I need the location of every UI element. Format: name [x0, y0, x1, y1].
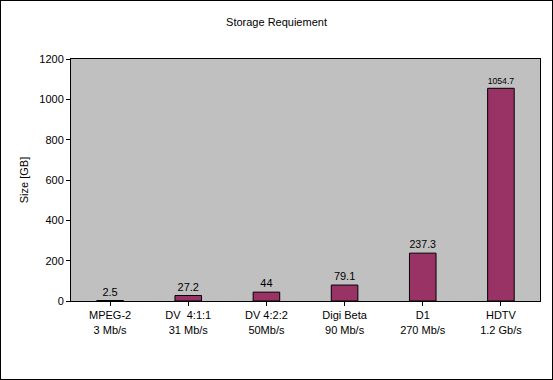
svg-text:44: 44	[260, 277, 272, 289]
svg-text:800: 800	[45, 134, 63, 146]
svg-text:HDTV1.2 Gb/s: HDTV1.2 Gb/s	[480, 309, 522, 335]
svg-text:Size [GB]: Size [GB]	[18, 157, 30, 203]
svg-text:MPEG-23 Mb/s: MPEG-23 Mb/s	[89, 309, 131, 335]
svg-text:400: 400	[45, 214, 63, 226]
svg-text:79.1: 79.1	[334, 270, 355, 282]
svg-text:1000: 1000	[39, 93, 63, 105]
svg-text:Digi Beta90 Mb/s: Digi Beta90 Mb/s	[322, 309, 368, 335]
svg-text:27.2: 27.2	[178, 281, 199, 293]
svg-text:2.5: 2.5	[102, 286, 117, 298]
svg-text:Storage Requiement: Storage Requiement	[226, 16, 327, 28]
svg-text:DV 4:1:131 Mb/s: DV 4:1:131 Mb/s	[165, 309, 211, 335]
svg-text:237.3: 237.3	[409, 238, 436, 250]
svg-text:600: 600	[45, 174, 63, 186]
svg-text:200: 200	[45, 255, 63, 267]
svg-text:0: 0	[58, 295, 64, 307]
svg-text:1200: 1200	[39, 53, 63, 65]
svg-text:1054.7: 1054.7	[488, 76, 515, 86]
svg-text:D1270 Mb/s: D1270 Mb/s	[400, 309, 446, 335]
svg-text:DV 4:2:250Mb/s: DV 4:2:250Mb/s	[245, 309, 288, 335]
